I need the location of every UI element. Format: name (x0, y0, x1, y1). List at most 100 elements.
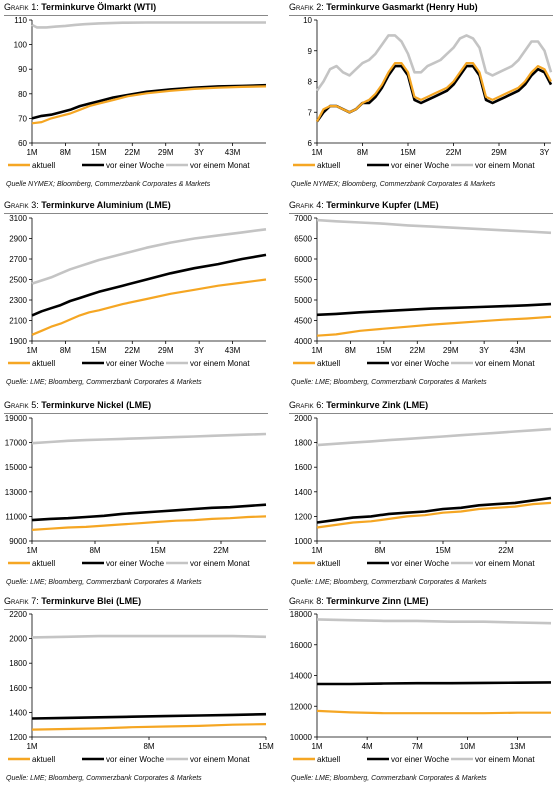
chart-name: Terminkurve Zink (LME) (326, 400, 429, 410)
grafik-1-panel: Grafik 1: Terminkurve Ölmarkt (WTI) 60 70… (0, 0, 270, 197)
y-tick-label: 13000 (5, 488, 28, 497)
y-tick-label: 1600 (9, 684, 27, 693)
chart-label: Grafik (289, 596, 314, 606)
x-tick-label: 8M (89, 546, 100, 555)
y-tick-label: 6000 (294, 255, 312, 264)
legend-label-monat: vor einem Monat (475, 161, 535, 170)
legend-label-monat: vor einem Monat (475, 559, 535, 568)
x-tick-label: 3Y (540, 148, 550, 157)
x-tick-label: 43M (510, 346, 526, 355)
grafik-8-panel: Grafik 8: Terminkurve Zinn (LME) 10000 12… (285, 594, 555, 791)
y-tick-label: 17000 (5, 439, 28, 448)
y-tick-label: 2500 (9, 276, 27, 285)
legend-label-monat: vor einem Monat (475, 755, 535, 764)
x-tick-label: 22M (213, 546, 229, 555)
chart-number: 4: (316, 200, 324, 210)
x-tick-label: 1M (26, 148, 37, 157)
chart-number: 5: (31, 400, 39, 410)
y-tick-label: 10 (303, 16, 312, 25)
chart-number: 1: (31, 2, 39, 12)
y-tick-label: 1200 (294, 512, 312, 521)
x-tick-label: 22M (410, 346, 426, 355)
y-tick-label: 5500 (294, 276, 312, 285)
chart-plot: 4000 4500 5000 5500 6000 6500 7000 1M 8M 15M 22M 29… (293, 214, 552, 368)
x-tick-label: 10M (460, 742, 476, 751)
title-rule (4, 213, 268, 214)
y-tick-label: 2000 (294, 414, 312, 423)
chart-plot: 6 7 8 9 10 1M 8M 15M 22M 29M 3Y aktuell vor einer Wo… (293, 16, 553, 170)
chart-name: Terminkurve Ölmarkt (WTI) (41, 2, 157, 12)
y-tick-label: 2000 (9, 635, 27, 644)
chart-title: Grafik 6: Terminkurve Zink (LME) (289, 400, 428, 411)
y-tick-label: 100 (14, 41, 28, 50)
x-tick-label: 15M (258, 742, 274, 751)
chart-name: Terminkurve Aluminium (LME) (41, 200, 171, 210)
chart-plot: 10000 12000 14000 16000 18000 1M 4M 7M 10M 13M akt… (290, 610, 552, 764)
x-tick-label: 1M (311, 546, 322, 555)
chart-label: Grafik (289, 200, 314, 210)
series-line-woche (31, 253, 267, 317)
x-tick-label: 43M (225, 148, 241, 157)
y-tick-label: 6 (308, 139, 313, 148)
legend-label-woche: vor einer Woche (106, 559, 165, 568)
legend-label-woche: vor einer Woche (391, 161, 450, 170)
x-tick-label: 43M (225, 346, 241, 355)
y-tick-label: 1000 (294, 537, 312, 546)
chart-name: Terminkurve Zinn (LME) (326, 596, 429, 606)
title-rule (289, 213, 553, 214)
x-tick-label: 15M (400, 148, 416, 157)
legend-label-monat: vor einem Monat (190, 359, 250, 368)
x-tick-label: 22M (498, 546, 514, 555)
x-tick-label: 29M (443, 346, 459, 355)
chart-title: Grafik 4: Terminkurve Kupfer (LME) (289, 200, 439, 211)
y-tick-label: 1400 (9, 708, 27, 717)
y-tick-label: 90 (18, 65, 27, 74)
series-line-monat (316, 427, 552, 447)
title-rule (4, 413, 268, 414)
y-tick-label: 6500 (294, 235, 312, 244)
chart-title: Grafik 2: Terminkurve Gasmarkt (Henry Hu… (289, 2, 478, 13)
chart-label: Grafik (4, 2, 29, 12)
x-tick-label: 15M (150, 546, 166, 555)
chart-source: Quelle: LME; Bloomberg, Commerzbank Corp… (291, 579, 487, 586)
legend-label-woche: vor einer Woche (391, 359, 450, 368)
chart-title: Grafik 1: Terminkurve Ölmarkt (WTI) (4, 2, 156, 13)
chart-title: Grafik 5: Terminkurve Nickel (LME) (4, 400, 151, 411)
x-tick-label: 3Y (194, 346, 204, 355)
series-line-woche (317, 681, 552, 686)
x-tick-label: 8M (143, 742, 154, 751)
series-line-monat (31, 432, 267, 445)
legend-label-aktuell: aktuell (317, 359, 340, 368)
y-tick-label: 12000 (290, 702, 313, 711)
legend-label-monat: vor einem Monat (190, 755, 250, 764)
x-tick-label: 8M (60, 148, 71, 157)
x-tick-label: 15M (91, 346, 107, 355)
title-rule (4, 15, 268, 16)
legend-label-woche: vor einer Woche (391, 559, 450, 568)
legend-label-woche: vor einer Woche (106, 161, 165, 170)
title-rule (289, 15, 553, 16)
x-tick-label: 3Y (194, 148, 204, 157)
legend-label-woche: vor einer Woche (106, 755, 165, 764)
y-tick-label: 2200 (9, 610, 27, 619)
legend-label-aktuell: aktuell (32, 359, 55, 368)
x-tick-label: 3Y (479, 346, 489, 355)
chart-number: 7: (31, 596, 39, 606)
series-line-aktuell (316, 501, 552, 529)
chart-title: Grafik 8: Terminkurve Zinn (LME) (289, 596, 429, 607)
x-tick-label: 29M (158, 346, 174, 355)
grafik-4-panel: Grafik 4: Terminkurve Kupfer (LME) 4000 4… (285, 198, 555, 395)
legend-label-aktuell: aktuell (317, 559, 340, 568)
y-tick-label: 4000 (294, 337, 312, 346)
x-tick-label: 8M (60, 346, 71, 355)
chart-name: Terminkurve Gasmarkt (Henry Hub) (326, 2, 478, 12)
x-tick-label: 15M (91, 148, 107, 157)
x-tick-label: 8M (345, 346, 356, 355)
chart-source: Quelle: LME; Bloomberg, Commerzbank Corp… (6, 379, 202, 386)
chart-plot: 9000 11000 13000 15000 17000 19000 1M 8M 15M 22M a… (5, 414, 267, 568)
chart-plot: 1000 1200 1400 1600 1800 2000 1M 8M 15M 22M aktuel… (293, 414, 552, 568)
y-tick-label: 1200 (9, 733, 27, 742)
x-tick-label: 13M (510, 742, 526, 751)
series-line-woche (316, 302, 552, 317)
series-line-aktuell (316, 61, 552, 123)
